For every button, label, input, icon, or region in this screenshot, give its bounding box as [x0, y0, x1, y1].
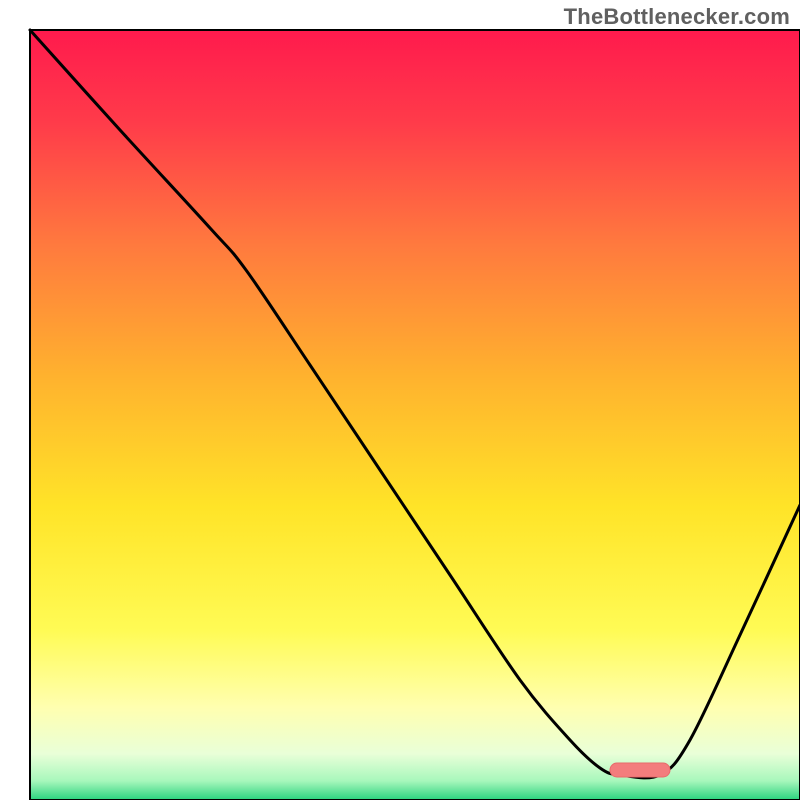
- chart-container: TheBottlenecker.com: [0, 0, 800, 800]
- optimal-marker: [610, 763, 670, 777]
- plot-background: [30, 30, 800, 800]
- bottleneck-chart: [0, 0, 800, 800]
